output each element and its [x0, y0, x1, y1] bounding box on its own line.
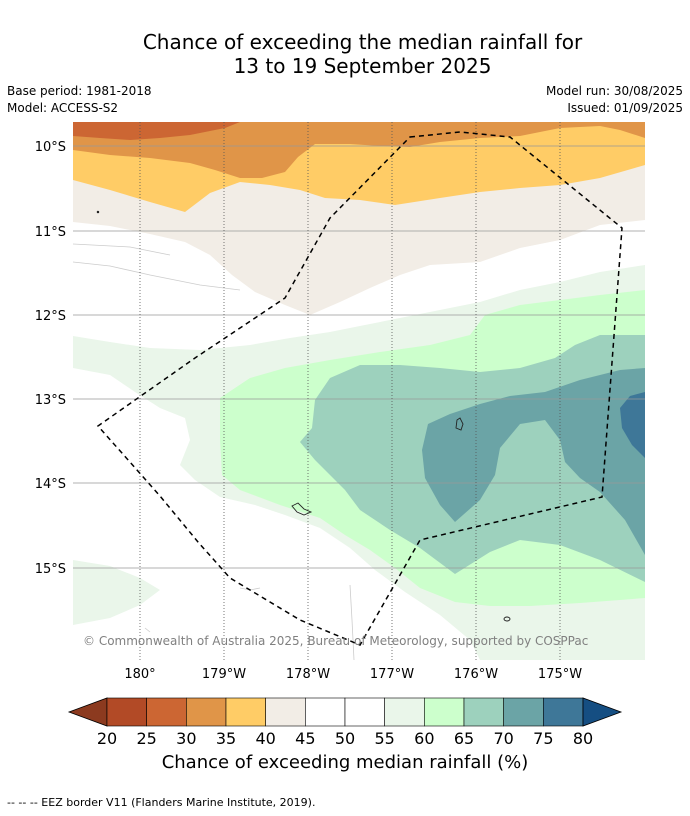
colorbar-tick-label: 55 — [374, 729, 394, 748]
colorbar: 20 25 30 35 40 45 50 55 60 65 70 75 80 — [67, 697, 623, 748]
band-75-80 — [620, 392, 645, 458]
island-wallis — [455, 417, 464, 431]
colorbar-tick-label: 40 — [255, 729, 275, 748]
colorbar-tick-label: 35 — [216, 729, 236, 748]
meta-right: Model run: 30/08/2025 Issued: 01/09/2025 — [546, 83, 683, 117]
contour-lines — [73, 243, 355, 660]
model-run: Model run: 30/08/2025 — [545, 84, 683, 98]
rainfall-contours — [73, 122, 645, 660]
colorbar-segment — [265, 697, 306, 727]
colorbar-arrow-low — [67, 697, 108, 727]
colorbar-segment — [384, 697, 425, 727]
colorbar-tick-label: 25 — [136, 729, 156, 748]
lon-label: 177°W — [370, 667, 414, 682]
meta-left: Base period: 1981-2018 Model: ACCESS-S2 — [7, 83, 152, 117]
latitude-gridlines — [73, 145, 645, 569]
latitude-labels: 10°S 11°S 12°S 13°S 14°S 15°S — [35, 140, 66, 577]
lat-label: 10°S — [35, 140, 66, 155]
islet — [96, 210, 100, 214]
colorbar-tick-label: 70 — [493, 729, 513, 748]
island-small — [503, 616, 511, 622]
band-70-75 — [422, 368, 645, 555]
title-line-2: 13 to 19 September 2025 — [233, 54, 492, 78]
islands — [96, 210, 511, 622]
colorbar-tick-label: 60 — [414, 729, 434, 748]
colorbar-tick-label: 80 — [573, 729, 593, 748]
model-name: Model: ACCESS-S2 — [7, 101, 119, 115]
colorbar-segment — [225, 697, 266, 727]
lon-label: 176°W — [454, 667, 498, 682]
band-25-30 — [73, 122, 240, 140]
lon-label: 178°W — [286, 667, 330, 682]
lon-label: 179°W — [202, 667, 246, 682]
longitude-labels: 180° 179°W 178°W 177°W 176°W 175°W — [124, 667, 582, 682]
eez-border — [96, 131, 623, 646]
issued-date: Issued: 01/09/2025 — [567, 101, 683, 115]
colorbar-segment — [186, 697, 227, 727]
island-futuna — [291, 502, 313, 516]
colorbar-arrow-high — [582, 697, 623, 727]
lon-label: 175°W — [538, 667, 582, 682]
colorbar-tick-label: 30 — [176, 729, 196, 748]
colorbar-title: Chance of exceeding median rainfall (%) — [161, 752, 529, 773]
colorbar-segment — [463, 697, 504, 727]
eez-footnote: -- -- -- EEZ border V11 (Flanders Marine… — [7, 796, 316, 809]
colorbar-segment — [543, 697, 584, 727]
colorbar-tick-label: 20 — [97, 729, 117, 748]
lat-label: 15°S — [35, 562, 66, 577]
lon-label: 180° — [124, 667, 155, 682]
base-period: Base period: 1981-2018 — [7, 84, 152, 98]
colorbar-tick-label: 65 — [454, 729, 474, 748]
lat-label: 14°S — [35, 477, 66, 492]
lat-label: 11°S — [35, 225, 66, 240]
colorbar-segment — [344, 697, 385, 727]
colorbar-segment — [503, 697, 544, 727]
lat-label: 12°S — [35, 309, 66, 324]
lat-label: 13°S — [35, 393, 66, 408]
colorbar-segment — [146, 697, 187, 727]
map-title: Chance of exceeding the median rainfall … — [0, 30, 690, 78]
colorbar-segment — [305, 697, 346, 727]
colorbar-segment — [106, 697, 147, 727]
colorbar-segment — [424, 697, 465, 727]
title-line-1: Chance of exceeding the median rainfall … — [142, 30, 583, 54]
colorbar-tick-label: 50 — [335, 729, 355, 748]
copyright-notice: © Commonwealth of Australia 2025, Bureau… — [83, 634, 588, 648]
colorbar-tick-label: 75 — [533, 729, 553, 748]
band-55-60-sw — [73, 560, 160, 625]
colorbar-tick-label: 45 — [295, 729, 315, 748]
